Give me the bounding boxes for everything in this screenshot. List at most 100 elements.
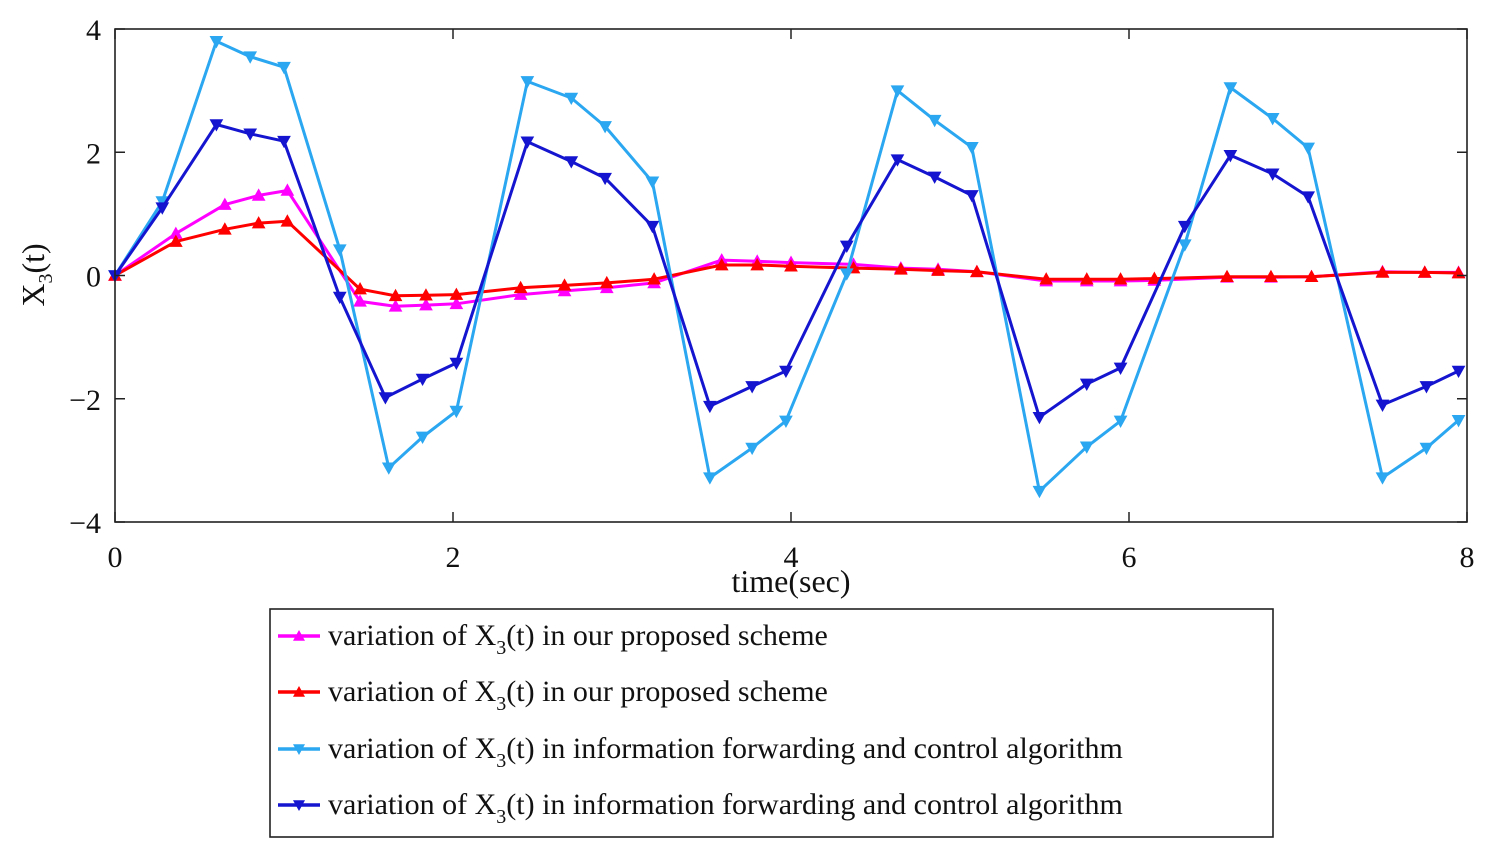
legend-box bbox=[269, 608, 1274, 838]
data-point bbox=[415, 431, 430, 444]
data-point bbox=[378, 392, 393, 405]
data-point bbox=[1079, 378, 1094, 391]
data-point bbox=[970, 264, 984, 278]
legend-label-sub: 3 bbox=[496, 693, 506, 715]
data-point bbox=[1301, 191, 1315, 204]
plot-area bbox=[108, 36, 1466, 499]
data-point bbox=[449, 357, 464, 371]
y-axis-title: X3(t) bbox=[15, 243, 57, 306]
data-point bbox=[564, 92, 579, 106]
data-point bbox=[449, 287, 464, 300]
data-point bbox=[381, 462, 396, 475]
x-axis-title: time(sec) bbox=[731, 563, 850, 599]
legend-entry: variation of X3(t) in information forwar… bbox=[278, 788, 1123, 828]
legend-entry: variation of X3(t) in our proposed schem… bbox=[278, 619, 828, 659]
data-point bbox=[1147, 271, 1162, 284]
data-point bbox=[1264, 269, 1278, 283]
data-point bbox=[890, 85, 905, 98]
data-point bbox=[703, 400, 717, 414]
data-point bbox=[419, 298, 433, 311]
axis-ticks: 0 2 4 6 8 −4 −2 0 2 4 bbox=[69, 14, 1474, 574]
legend-swatch-marker bbox=[293, 744, 305, 755]
data-point bbox=[353, 294, 367, 307]
data-point bbox=[564, 156, 579, 169]
data-point bbox=[1265, 168, 1280, 181]
data-point bbox=[1451, 365, 1466, 379]
legend-label: variation of X3(t) in information forwar… bbox=[328, 788, 1123, 828]
legend-label-main: variation of X bbox=[328, 619, 497, 652]
legend-label-sub: 3 bbox=[496, 637, 506, 659]
data-point bbox=[251, 188, 266, 201]
data-point bbox=[1032, 485, 1047, 499]
data-point bbox=[745, 381, 759, 394]
data-point bbox=[779, 415, 793, 428]
data-point bbox=[353, 282, 367, 295]
data-point bbox=[1419, 381, 1434, 394]
data-point bbox=[243, 51, 258, 64]
legend-label-main: variation of X bbox=[328, 675, 497, 708]
data-point bbox=[520, 136, 535, 149]
data-point bbox=[714, 257, 729, 271]
data-point bbox=[251, 216, 266, 229]
data-point bbox=[415, 373, 430, 387]
data-point bbox=[1375, 399, 1390, 412]
data-point bbox=[1223, 82, 1238, 95]
data-point bbox=[218, 222, 232, 235]
legend-label-tail: (t) in our proposed scheme bbox=[506, 619, 828, 652]
legend-label-main: variation of X bbox=[328, 732, 497, 765]
legend-swatch-marker bbox=[293, 800, 305, 811]
x-tick-label: 8 bbox=[1460, 541, 1475, 574]
legend-label-tail: (t) in information forwarding and contro… bbox=[506, 732, 1123, 765]
data-point bbox=[332, 291, 347, 305]
data-point bbox=[513, 287, 528, 300]
data-point bbox=[784, 259, 798, 272]
data-point bbox=[1220, 269, 1234, 283]
data-point bbox=[449, 405, 464, 419]
data-point bbox=[927, 114, 942, 128]
data-point bbox=[1032, 411, 1047, 425]
data-point bbox=[277, 135, 291, 149]
data-point bbox=[449, 296, 464, 310]
data-point bbox=[964, 142, 979, 155]
data-point bbox=[1039, 272, 1054, 285]
data-point bbox=[1419, 442, 1434, 456]
legend-label: variation of X3(t) in our proposed schem… bbox=[328, 675, 828, 715]
data-point bbox=[1301, 142, 1315, 155]
legend-label-main: variation of X bbox=[328, 788, 497, 821]
series-4 bbox=[108, 119, 1466, 425]
legend-swatch-marker bbox=[293, 686, 305, 697]
x-tick-label: 4 bbox=[784, 541, 799, 574]
data-point bbox=[1177, 239, 1192, 252]
legend-label-tail: (t) in information forwarding and contro… bbox=[506, 788, 1123, 821]
data-point bbox=[890, 154, 905, 167]
y-axis-title-tail: (t) bbox=[15, 243, 51, 273]
data-point bbox=[1223, 150, 1238, 163]
data-point bbox=[209, 36, 224, 49]
data-point bbox=[703, 472, 717, 485]
y-tick-label: −4 bbox=[69, 507, 101, 540]
data-point bbox=[931, 263, 945, 276]
data-point bbox=[277, 61, 291, 75]
data-point bbox=[839, 268, 854, 281]
data-point bbox=[243, 128, 258, 141]
data-point bbox=[1451, 415, 1466, 428]
legend-entry: variation of X3(t) in our proposed schem… bbox=[278, 675, 828, 715]
data-point bbox=[155, 202, 170, 215]
data-point bbox=[419, 288, 433, 301]
data-point bbox=[839, 240, 854, 253]
x-tick-label: 2 bbox=[446, 541, 461, 574]
legend-label-tail: (t) in our proposed scheme bbox=[506, 675, 828, 708]
x-tick-label: 0 bbox=[108, 541, 123, 574]
data-point bbox=[280, 183, 295, 196]
series-line bbox=[113, 39, 1460, 493]
x-tick-label: 6 bbox=[1122, 541, 1137, 574]
data-point bbox=[388, 288, 403, 302]
data-point bbox=[1113, 362, 1128, 375]
data-point bbox=[1375, 472, 1390, 485]
legend-label-sub: 3 bbox=[496, 750, 506, 772]
y-tick-label: 0 bbox=[86, 261, 101, 294]
series-line bbox=[113, 123, 1460, 419]
y-tick-label: −2 bbox=[69, 384, 101, 417]
data-point bbox=[647, 272, 661, 285]
